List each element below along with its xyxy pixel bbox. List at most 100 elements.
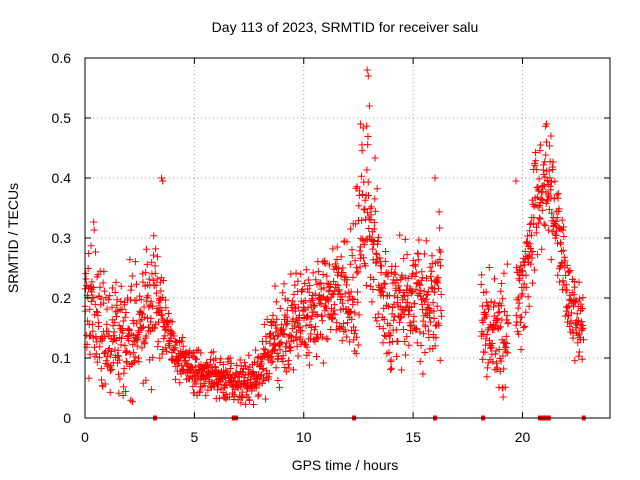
data-point	[518, 313, 526, 321]
data-point	[128, 272, 136, 280]
data-point	[422, 310, 430, 318]
data-point	[575, 317, 582, 325]
data-point	[435, 208, 443, 216]
data-point	[416, 358, 424, 366]
data-point	[528, 231, 536, 239]
data-point	[303, 313, 311, 321]
data-point	[482, 312, 490, 320]
data-point	[292, 305, 300, 313]
data-point	[409, 257, 417, 265]
data-point	[332, 326, 340, 334]
data-point	[170, 332, 178, 340]
data-point	[305, 349, 313, 357]
data-point	[362, 236, 370, 244]
data-point	[289, 297, 297, 305]
data-point	[341, 290, 349, 298]
data-point	[344, 296, 352, 304]
y-tick-label: 0.2	[52, 290, 72, 306]
data-point	[419, 317, 427, 325]
data-point	[570, 291, 578, 299]
data-point	[515, 275, 523, 283]
data-point	[154, 343, 162, 351]
data-point	[389, 304, 397, 312]
data-point	[402, 351, 410, 359]
data-point	[436, 224, 444, 232]
data-point	[236, 356, 244, 364]
data-point	[555, 205, 563, 213]
data-point	[503, 340, 511, 348]
data-point	[103, 320, 111, 328]
data-point	[396, 286, 404, 294]
data-point	[130, 348, 138, 356]
data-point	[288, 332, 296, 340]
data-point	[503, 316, 511, 324]
data-point	[302, 266, 310, 274]
data-point	[370, 225, 378, 233]
data-point	[255, 391, 263, 399]
data-point	[226, 364, 234, 372]
data-point	[564, 304, 572, 312]
data-point	[355, 311, 363, 319]
data-point	[346, 338, 354, 346]
data-point	[385, 348, 393, 356]
data-point	[308, 295, 316, 303]
data-point	[356, 187, 364, 195]
data-point	[313, 353, 321, 361]
data-point	[407, 322, 415, 330]
data-point	[121, 313, 129, 321]
data-point	[497, 287, 505, 295]
data-point	[370, 236, 378, 244]
data-point	[267, 359, 275, 367]
data-point	[390, 313, 398, 321]
data-point	[533, 193, 541, 201]
data-point	[269, 357, 277, 365]
data-point	[579, 336, 587, 344]
data-point	[158, 350, 166, 358]
data-point	[96, 343, 104, 351]
data-point	[536, 215, 544, 223]
data-point	[559, 246, 567, 254]
data-point	[428, 267, 436, 275]
data-point	[149, 354, 157, 362]
data-point	[293, 342, 301, 350]
data-point	[479, 355, 487, 363]
data-point	[347, 225, 355, 233]
data-point	[525, 253, 533, 261]
data-point	[324, 335, 332, 343]
data-point	[280, 330, 288, 338]
data-point	[436, 262, 444, 270]
data-point	[352, 184, 360, 192]
data-point	[532, 157, 540, 165]
data-point	[105, 296, 113, 304]
data-point	[305, 288, 313, 296]
data-point	[547, 256, 555, 264]
data-point	[522, 283, 530, 291]
data-point	[138, 324, 146, 332]
data-point	[481, 311, 489, 319]
data-point	[357, 243, 365, 251]
data-point	[367, 211, 375, 219]
data-point	[416, 281, 424, 289]
data-point	[543, 196, 551, 204]
data-point	[124, 325, 132, 333]
data-point	[267, 352, 275, 360]
data-point	[219, 389, 227, 397]
data-point	[85, 374, 93, 382]
data-point	[177, 337, 185, 345]
data-point	[219, 361, 227, 369]
data-point	[193, 355, 201, 363]
data-point	[82, 285, 90, 293]
data-point	[143, 260, 151, 268]
data-point	[420, 250, 428, 258]
data-point	[176, 379, 184, 387]
data-point	[96, 283, 104, 291]
data-point	[335, 265, 343, 273]
data-point	[558, 286, 566, 294]
data-point	[517, 346, 525, 354]
data-point	[85, 249, 93, 257]
data-point	[556, 225, 564, 233]
data-point	[266, 331, 274, 339]
data-point	[517, 262, 525, 270]
data-point	[136, 317, 144, 325]
data-point	[363, 209, 371, 217]
